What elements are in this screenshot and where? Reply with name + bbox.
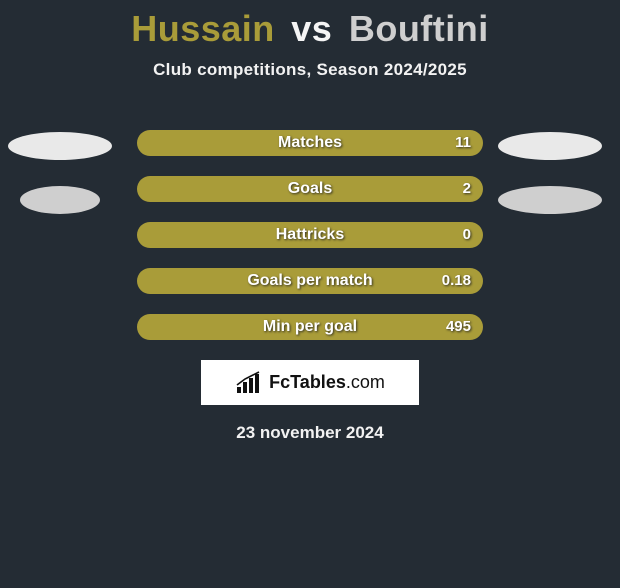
stat-row: Goals2 xyxy=(137,176,483,202)
stat-right-value: 495 xyxy=(446,314,471,340)
vs-label: vs xyxy=(285,8,338,49)
date-label: 23 november 2024 xyxy=(0,423,620,443)
stat-label: Matches xyxy=(137,130,483,156)
logo-box: FcTables.com xyxy=(201,360,419,405)
stat-row: Matches11 xyxy=(137,130,483,156)
side-ellipse xyxy=(498,186,602,214)
stat-label: Goals xyxy=(137,176,483,202)
logo-chart-icon xyxy=(235,371,263,395)
stat-right-value: 2 xyxy=(463,176,471,202)
side-ellipse xyxy=(8,132,112,160)
side-ellipse xyxy=(20,186,100,214)
logo-text: FcTables.com xyxy=(269,372,385,393)
stat-label: Min per goal xyxy=(137,314,483,340)
stat-label: Hattricks xyxy=(137,222,483,248)
stats-bars: Matches11 Goals2 Hattricks0 Goals per match… xyxy=(137,130,483,340)
subtitle: Club competitions, Season 2024/2025 xyxy=(0,60,620,80)
page-title: Hussain vs Bouftini xyxy=(0,8,620,50)
stat-right-value: 0.18 xyxy=(442,268,471,294)
stat-row: Goals per match0.18 xyxy=(137,268,483,294)
logo-domain: .com xyxy=(346,372,385,392)
player1-name: Hussain xyxy=(131,8,275,49)
stat-row: Min per goal495 xyxy=(137,314,483,340)
stat-right-value: 11 xyxy=(455,130,471,156)
stat-row: Hattricks0 xyxy=(137,222,483,248)
stat-right-value: 0 xyxy=(463,222,471,248)
player2-name: Bouftini xyxy=(349,8,489,49)
stat-label: Goals per match xyxy=(137,268,483,294)
logo-brand: FcTables xyxy=(269,372,346,392)
side-ellipse xyxy=(498,132,602,160)
